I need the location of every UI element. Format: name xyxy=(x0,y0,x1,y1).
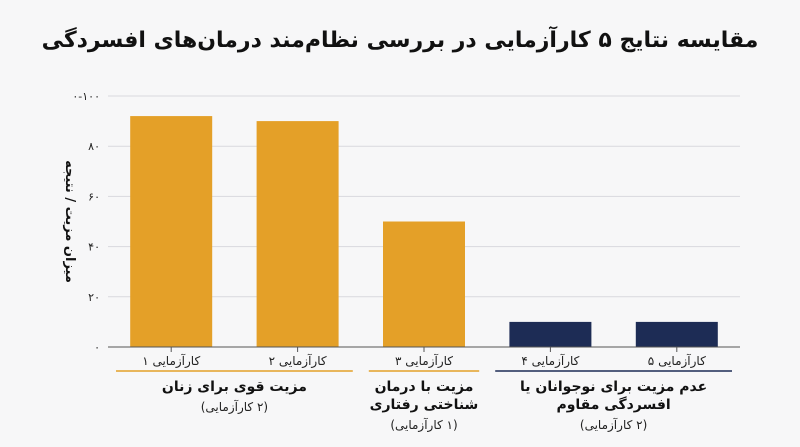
y-tick-label: ۴۰ xyxy=(88,241,100,254)
group-title: مزیت با درمان شناختی رفتاری xyxy=(369,379,479,413)
y-tick-label: ۰-۱۰۰ xyxy=(72,90,100,103)
x-tick-label: کارآزمایی ۳ xyxy=(395,353,453,369)
y-tick-label: ۲۰ xyxy=(88,291,100,304)
bar xyxy=(635,321,718,347)
y-tick-label: ۸۰ xyxy=(88,140,100,153)
x-tick-label: کارآزمایی ۱ xyxy=(142,353,200,369)
group-note: (۱ کارآزمایی) xyxy=(390,418,458,432)
y-tick-label: ۶۰ xyxy=(88,190,100,203)
group-title: مزیت قوی برای زنان xyxy=(161,379,307,395)
group-label: مزیت با درمان شناختی رفتاری (۱ کارآزمایی) xyxy=(369,378,479,434)
chart-title: مقایسه نتایج ۵ کارآزمایی در بررسی نظام‌م… xyxy=(41,28,759,53)
y-tick-label: ۰ xyxy=(94,341,100,354)
bar xyxy=(130,116,213,347)
x-tick-label: کارآزمایی ۴ xyxy=(521,353,579,369)
x-tick-label: کارآزمایی ۲ xyxy=(269,353,327,369)
y-axis-label: میزان مزیت / نتیجه xyxy=(62,160,77,283)
bar xyxy=(509,321,592,347)
bar xyxy=(383,221,465,347)
x-tick-label: کارآزمایی ۵ xyxy=(648,353,706,369)
bar xyxy=(256,121,339,347)
group-title: عدم مزیت برای نوجوانان یا افسردگی مقاوم xyxy=(520,379,708,413)
group-label: عدم مزیت برای نوجوانان یا افسردگی مقاوم (… xyxy=(495,378,732,434)
group-note: (۲ کارآزمایی) xyxy=(579,418,648,432)
group-label: مزیت قوی برای زنان (۲ کارآزمایی) xyxy=(116,378,353,416)
group-note: (۲ کارآزمایی) xyxy=(200,400,269,414)
